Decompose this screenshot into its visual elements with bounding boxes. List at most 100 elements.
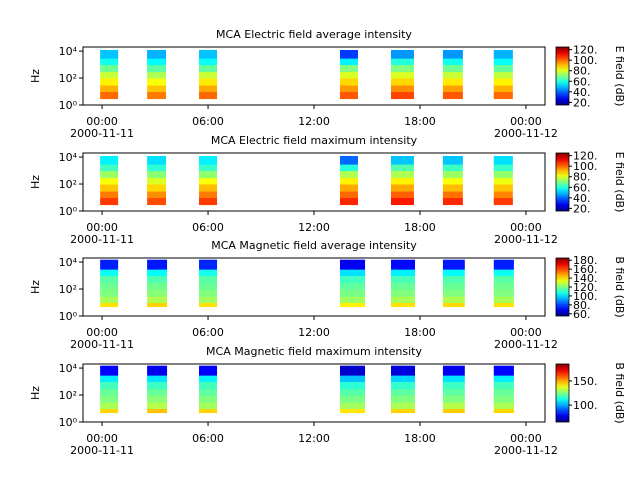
spectrogram-cell xyxy=(147,408,168,414)
colorbar-tick-label: 150. xyxy=(573,375,598,388)
spectrogram-cell xyxy=(339,365,366,376)
spectrogram-cell xyxy=(442,365,465,376)
spectrogram-cell xyxy=(493,375,514,383)
spectrogram-cell xyxy=(147,289,168,297)
x-tick-label: 00:00 xyxy=(86,115,118,128)
spectrogram-cell xyxy=(199,395,218,403)
spectrogram-cell xyxy=(339,402,366,410)
spectrogram-cell xyxy=(100,408,119,414)
spectrogram-cell xyxy=(100,302,119,308)
spectrogram-cell xyxy=(442,170,463,179)
spectrogram-cell xyxy=(100,58,119,66)
spectrogram-cell xyxy=(442,296,465,304)
spectrogram-cell xyxy=(442,191,463,199)
spectrogram-cell xyxy=(493,269,514,277)
spectrogram-cell xyxy=(199,71,218,79)
spectrogram-cell xyxy=(493,296,514,304)
spectrogram-cell xyxy=(493,170,513,179)
spectrogram-cell xyxy=(199,170,218,179)
spectrogram-cell xyxy=(100,388,119,396)
spectrogram-cell xyxy=(147,296,168,304)
spectrogram-cell xyxy=(339,71,358,79)
spectrogram-cell xyxy=(391,381,416,390)
y-axis-label: Hz xyxy=(29,280,42,294)
spectrogram-cell xyxy=(147,85,167,93)
spectrogram-cell xyxy=(493,64,513,73)
colorbar-tick-label: 80. xyxy=(573,171,591,184)
spectrogram-cell xyxy=(493,58,513,66)
spectrogram-cell xyxy=(339,177,358,185)
spectrogram-cell xyxy=(339,269,366,277)
spectrogram-cell xyxy=(147,177,167,185)
y-tick-label: 10⁰ xyxy=(59,99,78,112)
colorbar-label: E field (dB) xyxy=(613,46,626,107)
spectrogram-cell xyxy=(339,289,366,297)
y-tick-label: 10² xyxy=(59,72,77,85)
spectrogram-cell xyxy=(147,402,168,410)
spectrogram-cell xyxy=(199,197,218,206)
spectrogram-cell xyxy=(391,91,414,100)
spectrogram-cell xyxy=(100,64,119,73)
spectrogram-cell xyxy=(493,388,514,396)
panel-title: MCA Magnetic field maximum intensity xyxy=(206,345,422,358)
spectrogram-cell xyxy=(199,282,218,290)
panel-title: MCA Electric field maximum intensity xyxy=(211,134,418,147)
spectrogram-cell xyxy=(100,296,119,304)
spectrogram-cell xyxy=(339,259,366,270)
spectrogram-cell xyxy=(493,408,514,414)
colorbar-tick-label: 180. xyxy=(573,254,598,267)
spectrogram-cell xyxy=(199,375,218,383)
spectrogram-cell xyxy=(199,191,218,199)
colorbar xyxy=(555,257,570,317)
spectrogram-cell xyxy=(391,375,416,383)
x-tick-label: 12:00 xyxy=(298,326,330,339)
spectrogram-cell xyxy=(147,71,167,79)
x-tick-label: 00:00 xyxy=(86,326,118,339)
panel-title: MCA Magnetic field average intensity xyxy=(211,239,417,252)
spectrogram-cell xyxy=(493,302,514,308)
spectrogram-cell xyxy=(147,381,168,390)
spectrogram-cell xyxy=(442,58,463,66)
spectrogram-cell xyxy=(199,78,218,86)
colorbar-tick-label: 80. xyxy=(573,65,591,78)
y-tick-label: 10⁴ xyxy=(59,362,78,375)
spectrogram-cell xyxy=(199,259,218,270)
y-tick-label: 10² xyxy=(59,178,77,191)
spectrogram-cell xyxy=(199,91,218,100)
spectrogram-cell xyxy=(199,408,218,414)
spectrogram-cell xyxy=(442,85,463,93)
spectrogram-cell xyxy=(199,388,218,396)
spectrogram-cell xyxy=(391,78,414,86)
spectrogram-cell xyxy=(391,408,416,414)
colorbar-label: E field (dB) xyxy=(613,152,626,213)
spectrogram-cell xyxy=(391,289,416,297)
spectrogram-cell xyxy=(339,197,358,206)
spectrogram-cell xyxy=(339,64,358,73)
spectrogram-cell xyxy=(199,365,218,376)
spectrogram-cell xyxy=(442,408,465,414)
spectrogram-cell xyxy=(339,164,358,172)
spectrogram-cell xyxy=(391,64,414,73)
spectrogram-cell xyxy=(493,365,514,376)
spectrogram-cell xyxy=(442,269,465,277)
x-tick-label: 12:00 xyxy=(298,115,330,128)
spectrogram-cell xyxy=(493,85,513,93)
spectrogram-cell xyxy=(493,289,514,297)
spectrogram-cell xyxy=(442,64,463,73)
spectrogram-cell xyxy=(199,296,218,304)
spectrogram-cell xyxy=(391,275,416,284)
spectrogram-cell xyxy=(199,289,218,297)
spectrogram-cell xyxy=(147,302,168,308)
spectrogram-cell xyxy=(339,191,358,199)
y-axis-label: Hz xyxy=(29,69,42,83)
spectrogram-cell xyxy=(493,177,513,185)
colorbar-tick-label: 40. xyxy=(573,86,591,99)
spectrogram-cell xyxy=(391,85,414,93)
spectrogram-cell xyxy=(442,49,463,59)
colorbar-tick-label: 80. xyxy=(573,299,591,312)
spectrogram-cell xyxy=(199,402,218,410)
colorbar-tick-label: 40. xyxy=(573,192,591,205)
spectrogram-cell xyxy=(493,184,513,192)
x-tick-label: 06:00 xyxy=(192,432,224,445)
